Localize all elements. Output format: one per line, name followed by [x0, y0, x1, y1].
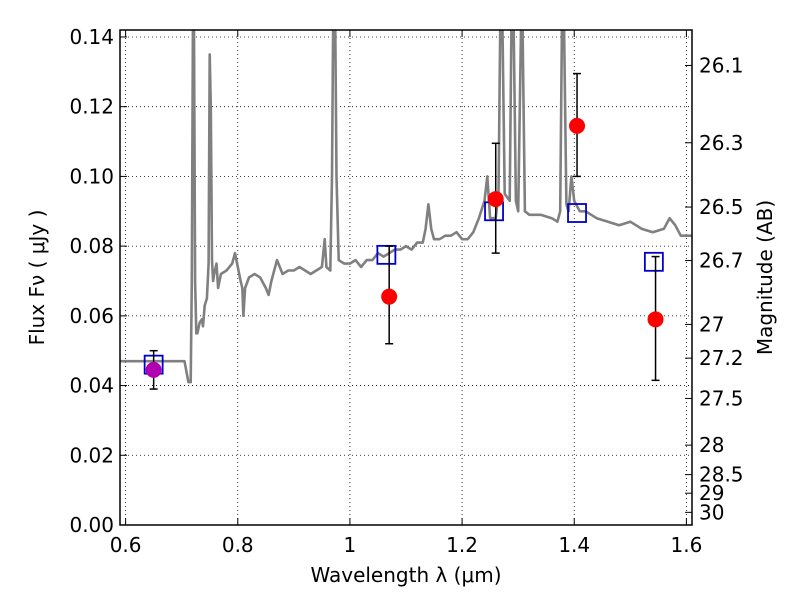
y2-tick-label: 26.7	[699, 249, 744, 273]
y2-tick-label: 29	[699, 481, 724, 505]
grid	[120, 30, 692, 526]
y-tick-label: 0.06	[69, 304, 114, 328]
y-tick-label: 0.02	[69, 443, 114, 467]
observed-point	[487, 191, 504, 208]
spectrum-line	[120, 30, 692, 384]
plot-frame	[119, 29, 693, 526]
y2-tick-label: 28.5	[699, 463, 744, 487]
observed-point	[569, 117, 586, 134]
x-tick-label: 1.6	[670, 533, 702, 557]
x-axis-label: Wavelength λ (μm)	[310, 563, 501, 587]
y2-tick-label: 26.3	[699, 131, 744, 155]
y2-tick-label: 27.5	[699, 386, 744, 410]
y2-tick-label: 27	[699, 312, 724, 336]
y-tick-label: 0.14	[69, 25, 114, 49]
spectrum-series	[120, 30, 692, 384]
y2-tick-label: 28	[699, 433, 724, 457]
x-tick-label: 1.2	[446, 533, 478, 557]
y2-axis-label: Magnitude (AB)	[753, 200, 777, 355]
y-tick-label: 0.10	[69, 164, 114, 188]
model-photometry-marker	[567, 203, 587, 223]
observed-point	[145, 361, 162, 378]
y-tick-label: 0.08	[69, 234, 114, 258]
model-photometry-series	[143, 201, 664, 375]
y2-tick-label: 26.5	[699, 195, 744, 219]
tick-labels: 0.6 0.8 1 1.2 1.4 1.6 0.00 0.02 0.04 0.06 0.08 0.10…	[69, 25, 743, 557]
y-tick-label: 0.12	[69, 95, 114, 119]
axis-ticks	[120, 30, 692, 526]
y2-tick-label: 27.2	[699, 346, 744, 370]
y-tick-label: 0.00	[69, 513, 114, 537]
x-tick-label: 1.4	[558, 533, 590, 557]
y2-tick-label: 26.1	[699, 53, 744, 77]
observed-point	[381, 288, 398, 305]
observed-point	[647, 311, 664, 328]
y2-tick-label: 30	[699, 500, 724, 524]
x-tick-label: 0.6	[110, 533, 142, 557]
y-axis-label: Flux Fν ( μJy )	[25, 210, 49, 346]
y-tick-label: 0.04	[69, 374, 114, 398]
x-tick-label: 1	[344, 533, 357, 557]
observed-series	[145, 117, 664, 378]
x-tick-label: 0.8	[222, 533, 254, 557]
model-photometry-marker	[643, 251, 664, 272]
